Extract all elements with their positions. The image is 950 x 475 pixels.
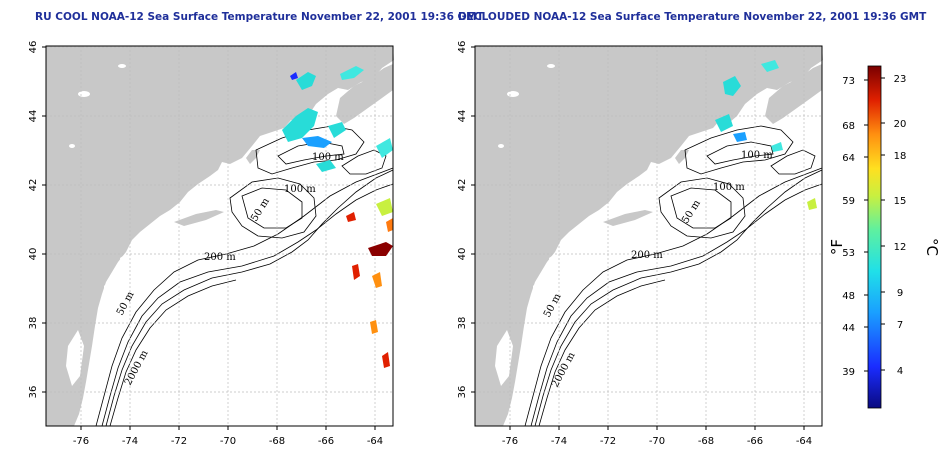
lon-tick-label: -66 xyxy=(747,436,763,447)
contour-label-100m-b: 100 m xyxy=(713,182,745,193)
lat-tick-label: 44 xyxy=(28,110,39,123)
contour-label-2000m: 2000 m xyxy=(550,350,578,389)
colorbar-tick-c: 12 xyxy=(894,242,907,253)
colorbar-tick-f: 73 xyxy=(842,76,855,87)
colorbar-tick-f: 48 xyxy=(842,291,855,302)
contour-label-200m: 200 m xyxy=(631,250,663,261)
contour-label-50m-a: 50 m xyxy=(680,198,703,226)
lon-tick-label: -72 xyxy=(171,436,187,447)
lon-tick-label: -76 xyxy=(502,436,518,447)
colorbar-tick-c: 20 xyxy=(894,119,907,130)
lon-tick-label: -76 xyxy=(73,436,89,447)
colorbar-tick-f: 68 xyxy=(842,121,855,132)
contour-label-100m-a: 100 m xyxy=(741,150,773,161)
unit-label-fahrenheit: °F xyxy=(828,239,846,255)
lat-tick-label: 44 xyxy=(457,110,468,123)
lon-tick-label: -70 xyxy=(220,436,236,447)
contour-label-50m-b: 50 m xyxy=(115,289,137,317)
sst-data-right xyxy=(715,60,817,210)
axes-left: -76 -74 -72 -70 -68 -66 -64 46 44 42 40 38 36 xyxy=(28,41,383,447)
lon-tick-label: -64 xyxy=(796,436,812,447)
colorbar-tick-c: 15 xyxy=(894,196,907,207)
lat-tick-label: 36 xyxy=(457,386,468,399)
contour-label-2000m: 2000 m xyxy=(123,348,151,387)
colorbar-tick-f: 39 xyxy=(842,367,855,378)
contour-label-50m-b: 50 m xyxy=(542,291,564,319)
colorbar-tick-f: 64 xyxy=(842,153,855,164)
map-title-right: DECLOUDED NOAA-12 Sea Surface Temperatur… xyxy=(458,11,927,23)
colorbar-tick-c: 7 xyxy=(897,320,903,331)
map-panel-right: 100 m 100 m 50 m 200 m 50 m 2000 m xyxy=(474,45,824,427)
map-title-left: RU COOL NOAA-12 Sea Surface Temperature … xyxy=(35,11,484,23)
lon-tick-label: -72 xyxy=(600,436,616,447)
lat-tick-label: 40 xyxy=(457,248,468,261)
lat-tick-label: 38 xyxy=(28,317,39,330)
colorbar-tick-c: 23 xyxy=(894,74,907,85)
lat-tick-label: 46 xyxy=(28,41,39,54)
colorbar: 73 68 64 59 53 48 44 39 23 20 18 15 12 9 7 4 °F °C xyxy=(828,65,941,409)
map-panel-left: 100 m 100 m 50 m 200 m 50 m 2000 m xyxy=(45,45,395,427)
map-frame-right xyxy=(474,45,823,427)
colorbar-tick-c: 9 xyxy=(897,288,903,299)
colorbar-tick-c: 4 xyxy=(897,366,903,377)
lon-tick-label: -70 xyxy=(649,436,665,447)
contour-label-50m-a: 50 m xyxy=(249,196,272,224)
unit-label-celsius: °C xyxy=(923,238,941,256)
lat-tick-label: 36 xyxy=(28,386,39,399)
lon-tick-label: -68 xyxy=(269,436,285,447)
lon-tick-label: -74 xyxy=(122,436,138,447)
lat-tick-label: 40 xyxy=(28,248,39,261)
lon-tick-label: -66 xyxy=(318,436,334,447)
lat-tick-label: 46 xyxy=(457,41,468,54)
map-frame-left xyxy=(45,45,394,427)
axes-right: -76 -74 -72 -70 -68 -66 -64 46 44 42 40 38 36 xyxy=(457,41,812,447)
lon-tick-label: -74 xyxy=(551,436,567,447)
colorbar-tick-f: 44 xyxy=(842,323,855,334)
colorbar-tick-f: 59 xyxy=(842,196,855,207)
lon-tick-label: -64 xyxy=(367,436,383,447)
lat-tick-label: 42 xyxy=(28,179,39,192)
contour-label-100m-a: 100 m xyxy=(312,152,344,163)
sst-data-left xyxy=(282,66,393,368)
lon-tick-label: -68 xyxy=(698,436,714,447)
colorbar-tick-c: 18 xyxy=(894,151,907,162)
contour-label-100m-b: 100 m xyxy=(284,184,316,195)
colorbar-tick-f: 53 xyxy=(842,248,855,259)
contour-label-200m: 200 m xyxy=(204,252,236,263)
lat-tick-label: 42 xyxy=(457,179,468,192)
colorbar-gradient xyxy=(867,65,882,409)
lat-tick-label: 38 xyxy=(457,317,468,330)
